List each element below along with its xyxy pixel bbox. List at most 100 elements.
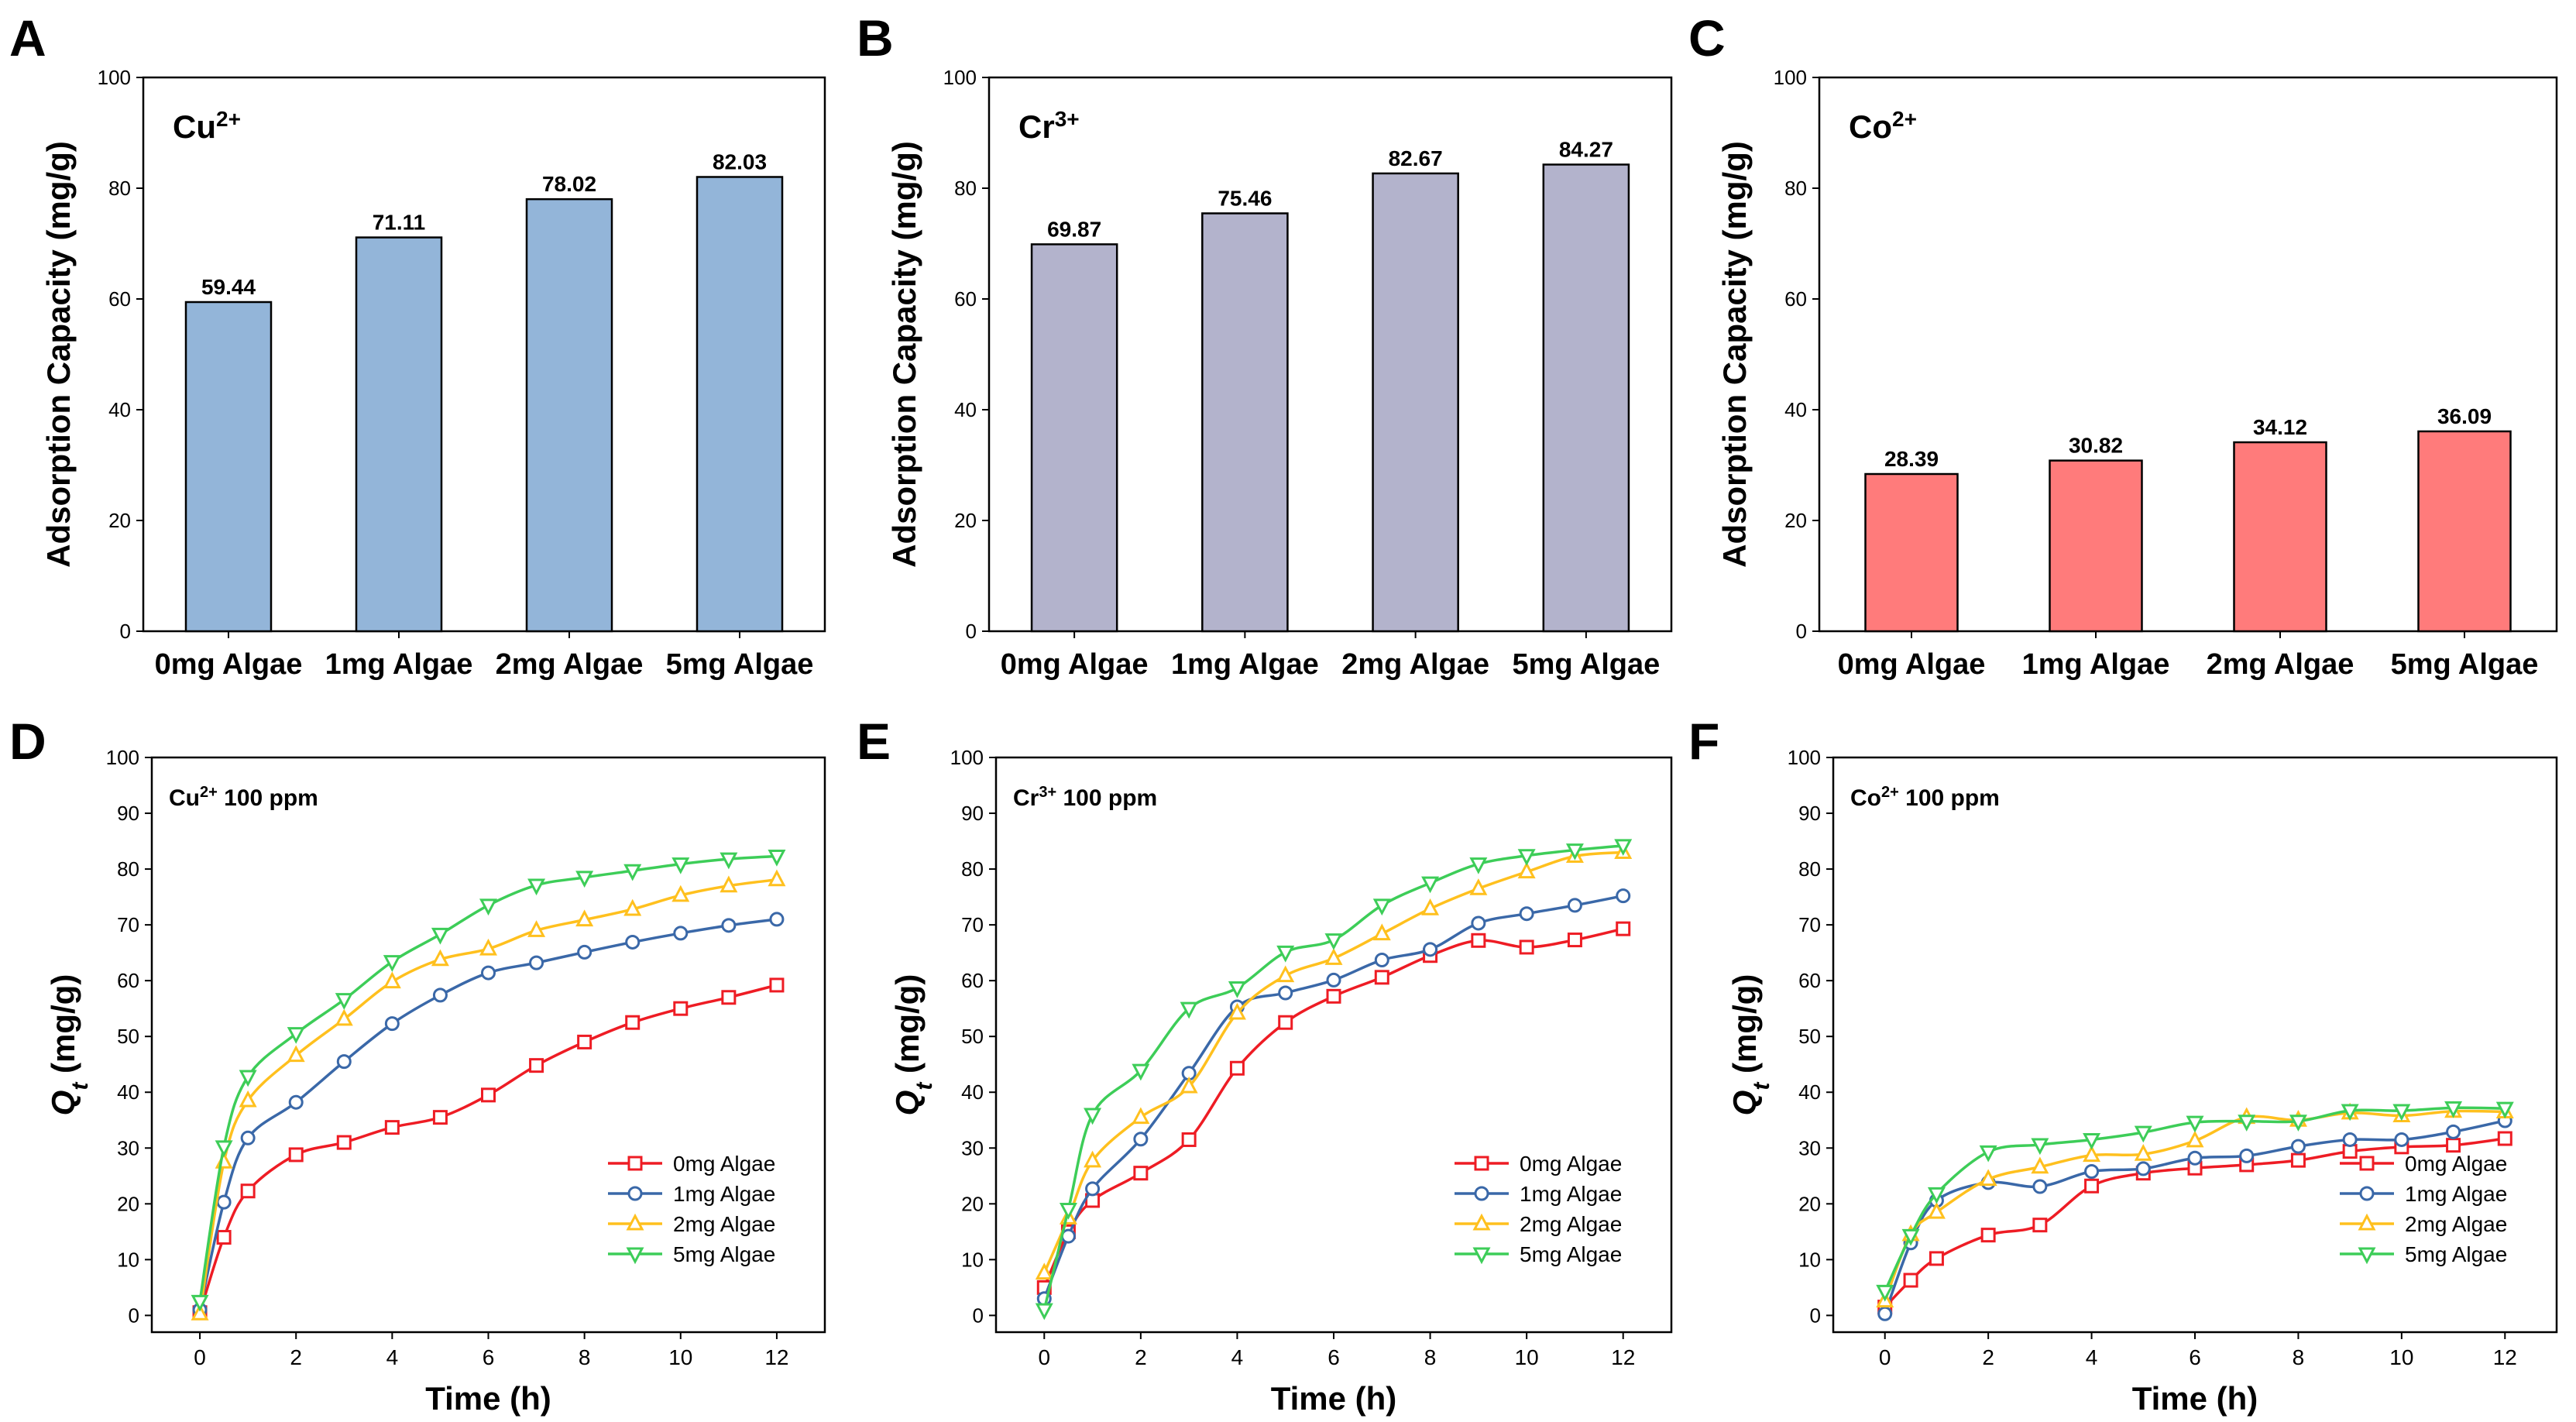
data-point <box>769 912 785 927</box>
data-point <box>1565 843 1584 860</box>
y-tick-label: 90 <box>117 802 139 825</box>
y-tick-label: 0 <box>120 620 131 643</box>
y-tick-label: 60 <box>117 969 139 992</box>
legend: 0mg Algae 1mg Algae 2mg Algae 5mg Algae <box>1455 1152 1622 1266</box>
x-tick-label: 5mg Algae <box>666 648 814 681</box>
data-point <box>1372 898 1391 916</box>
data-point <box>1180 1001 1198 1019</box>
chart-title: Cu2+ 100 ppm <box>169 784 318 811</box>
x-axis-label: Time (h) <box>1271 1380 1397 1417</box>
bar-value-label: 34.12 <box>2253 415 2307 439</box>
y-tick-label: 80 <box>961 857 984 881</box>
y-tick-label: 30 <box>961 1136 984 1159</box>
x-tick-label: 10 <box>1515 1345 1539 1369</box>
y-tick-label: 70 <box>1798 913 1821 936</box>
data-point <box>2084 1164 2100 1180</box>
data-point <box>625 1015 641 1030</box>
x-tick-label: 8 <box>1424 1345 1437 1369</box>
data-point <box>1567 898 1582 913</box>
y-tick-label: 60 <box>954 287 977 311</box>
line-chart-f: 0 10 20 30 40 50 60 70 80 90 100 0 2 4 6 8 10 12 Co2+ 100 … <box>1726 746 2558 1417</box>
bar-0mg-algae <box>1030 243 1118 633</box>
data-point <box>431 927 449 945</box>
data-point <box>335 1008 353 1026</box>
legend-marker <box>1474 1156 1489 1171</box>
y-axis-label: Qt (mg/g) <box>45 974 93 1116</box>
y-tick-label: 30 <box>117 1136 139 1159</box>
y-tick-label: 0 <box>966 620 977 643</box>
legend-label-0mg-algae: 0mg Algae <box>673 1152 775 1176</box>
data-point <box>1326 988 1341 1004</box>
data-point <box>673 1001 689 1016</box>
data-point <box>432 1110 448 1125</box>
bar-value-label: 71.11 <box>373 211 426 235</box>
y-tick-label: 70 <box>117 913 139 936</box>
data-point <box>1133 1166 1149 1181</box>
data-point <box>288 1094 304 1110</box>
x-tick-label: 12 <box>2493 1345 2517 1369</box>
legend: 0mg Algae 1mg Algae 2mg Algae 5mg Algae <box>2340 1152 2507 1266</box>
x-tick-label: 4 <box>2086 1345 2098 1369</box>
data-point <box>1471 915 1486 931</box>
data-point <box>2342 1144 2358 1159</box>
x-tick-label: 6 <box>1327 1345 1340 1369</box>
data-point <box>1929 1251 1944 1266</box>
data-point <box>1229 1060 1245 1076</box>
legend-label-2mg-algae: 2mg Algae <box>673 1212 775 1236</box>
bar-5mg-algae <box>1542 163 1630 633</box>
y-tick-label: 20 <box>954 509 977 532</box>
legend-marker <box>626 1213 644 1231</box>
y-tick-label: 40 <box>961 1080 984 1104</box>
bar-5mg-algae <box>2417 430 2512 633</box>
bar-chart-a: 0 20 40 60 80 100 59.44 0mg Algae 71.11 1mg Algae… <box>40 66 826 681</box>
y-tick-label: 20 <box>961 1192 984 1215</box>
x-axis-label: Time (h) <box>425 1380 551 1417</box>
chart-title: Cr3+ <box>1018 107 1080 146</box>
data-point <box>335 993 353 1010</box>
data-point <box>671 857 690 874</box>
data-point <box>1421 876 1440 894</box>
bar-value-label: 82.67 <box>1389 146 1443 170</box>
data-point <box>1519 906 1534 922</box>
x-tick-label: 2 <box>290 1345 302 1369</box>
data-point <box>479 898 497 916</box>
data-point <box>527 920 546 937</box>
data-point <box>2032 1179 2048 1194</box>
data-point <box>1979 1145 1997 1163</box>
y-tick-label: 60 <box>1784 287 1807 311</box>
data-point <box>1278 985 1293 1001</box>
data-point <box>1084 1150 1102 1168</box>
series-0mg-algae <box>1036 921 1631 1295</box>
x-axis-label: Time (h) <box>2132 1380 2258 1417</box>
data-point <box>1228 981 1246 998</box>
data-point <box>240 1130 256 1146</box>
legend-marker <box>2358 1247 2376 1265</box>
legend: 0mg Algae 1mg Algae 2mg Algae 5mg Algae <box>608 1152 775 1266</box>
bar-value-label: 59.44 <box>201 275 256 299</box>
data-point <box>720 875 738 893</box>
data-point <box>1980 1228 1996 1243</box>
x-tick-label: 6 <box>2189 1345 2201 1369</box>
data-point <box>1326 972 1341 988</box>
data-point <box>432 988 448 1003</box>
panel-label-e: E <box>857 713 891 770</box>
data-point <box>2392 1104 2411 1121</box>
data-point <box>383 971 401 989</box>
bar-1mg-algae <box>1201 212 1289 633</box>
data-point <box>1059 1203 1077 1220</box>
legend-marker <box>2358 1213 2376 1231</box>
bar-value-label: 84.27 <box>1559 137 1613 161</box>
bar-0mg-algae <box>184 301 273 633</box>
data-point <box>481 965 496 981</box>
chart-title: Co2+ <box>1849 107 1917 146</box>
data-point <box>768 869 786 887</box>
data-point <box>2083 1132 2101 1150</box>
bar-chart-b: 0 20 40 60 80 100 69.87 0mg Algae 75.46 1mg Algae… <box>886 66 1673 681</box>
legend-label-0mg-algae: 0mg Algae <box>1520 1152 1622 1176</box>
series-1mg-algae <box>192 912 785 1317</box>
data-point <box>1228 1002 1246 1020</box>
legend-label-1mg-algae: 1mg Algae <box>1520 1182 1622 1206</box>
data-point <box>2238 1115 2256 1132</box>
bar-value-label: 75.46 <box>1218 186 1272 210</box>
